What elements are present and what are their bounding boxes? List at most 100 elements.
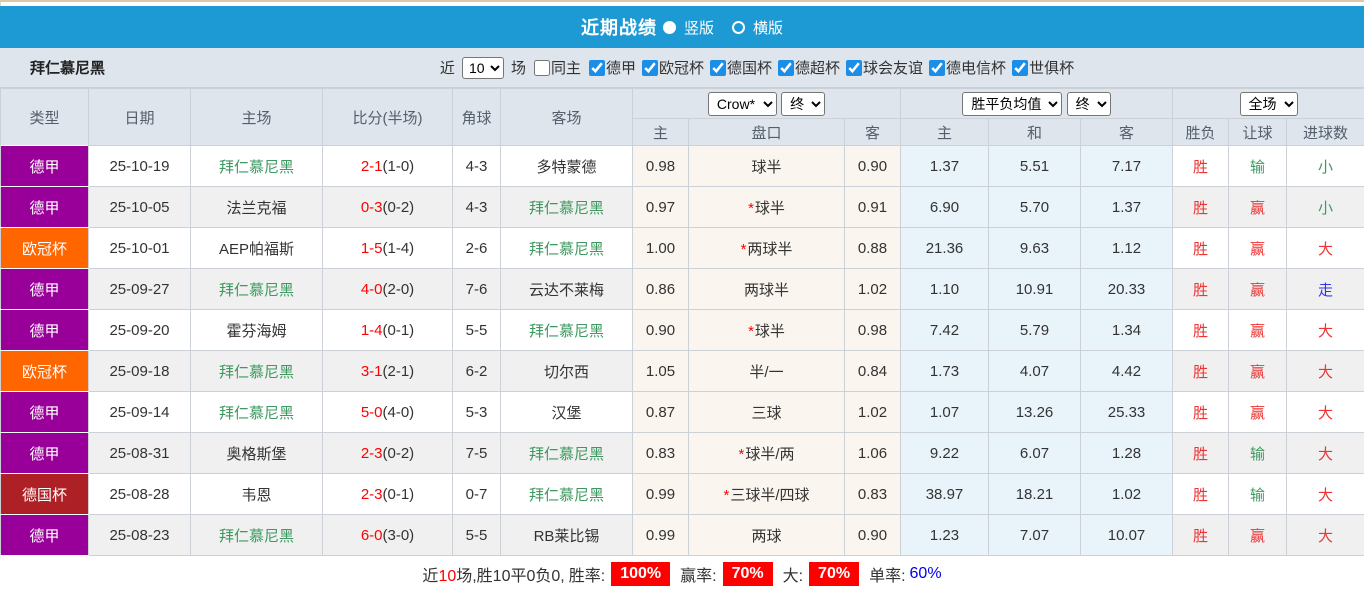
win-rate-badge: 100% bbox=[611, 561, 671, 586]
goal-count-cell: 大 bbox=[1286, 514, 1364, 556]
handicap-cell: 三球 bbox=[688, 391, 845, 433]
league-label: 欧冠杯 bbox=[658, 60, 704, 77]
let-goal-cell: 赢 bbox=[1228, 227, 1288, 269]
league-checkbox[interactable] bbox=[1012, 59, 1029, 76]
bookmaker-select[interactable]: Crow* bbox=[707, 91, 777, 116]
league-checkbox[interactable] bbox=[929, 59, 946, 76]
date-cell: 25-08-23 bbox=[88, 514, 191, 556]
bookmaker-select-group: Crow* 终 bbox=[632, 88, 901, 119]
league-option-球会友谊[interactable]: 球会友谊 bbox=[840, 57, 923, 78]
match-row: 德甲 25-09-20 霍芬海姆 1-4(0-1) 5-5 拜仁慕尼黑 0.90 *球半 0.9… bbox=[0, 309, 1364, 351]
results-table: 类型 日期 主场 比分(半场) 角球 客场 Crow* 终 胜平负均值 终 全场… bbox=[0, 88, 1364, 556]
avg-draw: 10.91 bbox=[988, 268, 1081, 310]
scope-select[interactable]: 全场 bbox=[1239, 91, 1298, 116]
home-team: 法兰克福 bbox=[190, 186, 323, 228]
corner-cell: 2-6 bbox=[452, 227, 501, 269]
odds-home: 0.99 bbox=[632, 473, 689, 515]
type-badge: 德甲 bbox=[0, 391, 89, 433]
goal-count-cell: 大 bbox=[1286, 473, 1364, 515]
horizontal-view-radio[interactable] bbox=[732, 20, 745, 34]
league-checkbox[interactable] bbox=[846, 59, 863, 76]
score-cell: 6-0(3-0) bbox=[322, 514, 453, 556]
odds-away: 0.83 bbox=[844, 473, 901, 515]
match-row: 德甲 25-08-31 奥格斯堡 2-3(0-2) 7-5 拜仁慕尼黑 0.83 *球半/两 1… bbox=[0, 432, 1364, 474]
avg-state-select[interactable]: 终 bbox=[1066, 91, 1111, 116]
goal-count-cell: 大 bbox=[1286, 350, 1364, 392]
odds-away: 0.88 bbox=[844, 227, 901, 269]
league-option-德电信杯[interactable]: 德电信杯 bbox=[923, 57, 1006, 78]
goal-count-cell: 小 bbox=[1286, 186, 1364, 228]
vertical-view-label[interactable]: 竖版 bbox=[683, 19, 714, 37]
league-option-德国杯[interactable]: 德国杯 bbox=[704, 57, 772, 78]
handicap-rate-label: 赢率: bbox=[680, 567, 717, 585]
league-option-世俱杯[interactable]: 世俱杯 bbox=[1006, 57, 1074, 78]
horizontal-view-label[interactable]: 横版 bbox=[753, 19, 784, 37]
bookmaker-state-select[interactable]: 终 bbox=[781, 91, 826, 116]
result-cell: 胜 bbox=[1172, 186, 1230, 228]
summary-mid: 场,胜10平0负0, bbox=[456, 567, 565, 585]
result-cell: 胜 bbox=[1172, 350, 1230, 392]
league-checkbox[interactable] bbox=[778, 59, 795, 76]
league-checkbox[interactable] bbox=[588, 59, 605, 76]
date-cell: 25-09-20 bbox=[88, 309, 191, 351]
goal-count-cell: 小 bbox=[1286, 145, 1364, 187]
away-team: 拜仁慕尼黑 bbox=[500, 473, 633, 515]
type-badge: 德国杯 bbox=[0, 473, 89, 515]
big-rate-badge: 70% bbox=[809, 561, 860, 586]
home-team: 拜仁慕尼黑 bbox=[190, 514, 323, 556]
handicap-cell: *两球半 bbox=[688, 227, 845, 269]
type-badge: 德甲 bbox=[0, 145, 89, 187]
odds-home: 0.83 bbox=[632, 432, 689, 474]
away-team: 多特蒙德 bbox=[500, 145, 633, 187]
score-cell: 5-0(4-0) bbox=[322, 391, 453, 433]
avg-select[interactable]: 胜平负均值 bbox=[962, 91, 1063, 116]
col-header-score: 比分(半场) bbox=[322, 88, 453, 146]
league-option-德超杯[interactable]: 德超杯 bbox=[772, 57, 840, 78]
col-header-handicap: 盘口 bbox=[688, 118, 845, 146]
date-cell: 25-10-19 bbox=[88, 145, 191, 187]
corner-cell: 7-6 bbox=[452, 268, 501, 310]
home-team: 霍芬海姆 bbox=[190, 309, 323, 351]
avg-draw: 6.07 bbox=[988, 432, 1081, 474]
let-goal-cell: 赢 bbox=[1228, 391, 1288, 433]
summary-prefix: 近 bbox=[422, 567, 439, 585]
league-option-德甲[interactable]: 德甲 bbox=[583, 57, 636, 78]
handicap-cell: 半/一 bbox=[688, 350, 845, 392]
avg-home: 1.37 bbox=[900, 145, 989, 187]
summary-bar: 近10场,胜10平0负0, 胜率: 100% 赢率: 70% 大: 70% 单率… bbox=[0, 556, 1364, 591]
filter-toolbar: 拜仁慕尼黑 近 10 场 同主 德甲 欧冠杯 德国杯 德超杯 球会友谊 德电信杯 世俱杯 bbox=[0, 48, 1364, 88]
same-home-checkbox[interactable] bbox=[533, 59, 550, 76]
avg-select-group: 胜平负均值 终 bbox=[899, 88, 1174, 119]
odds-home: 1.05 bbox=[632, 350, 689, 392]
avg-draw: 5.70 bbox=[988, 186, 1081, 228]
avg-home: 6.90 bbox=[900, 186, 989, 228]
handicap-cell: *球半/两 bbox=[688, 432, 845, 474]
same-home-label: 同主 bbox=[550, 60, 581, 77]
col-header-away: 客场 bbox=[500, 88, 633, 146]
avg-away: 1.02 bbox=[1079, 473, 1174, 515]
score-cell: 0-3(0-2) bbox=[322, 186, 453, 228]
same-home-option[interactable]: 同主 bbox=[528, 57, 581, 78]
goal-count-cell: 走 bbox=[1286, 268, 1364, 310]
handicap-cell: *球半 bbox=[688, 309, 845, 351]
page-title: 近期战绩 bbox=[580, 18, 657, 38]
league-option-欧冠杯[interactable]: 欧冠杯 bbox=[636, 57, 704, 78]
odds-away: 0.91 bbox=[844, 186, 901, 228]
col-header-result: 胜负 bbox=[1172, 118, 1230, 146]
odds-home: 0.98 bbox=[632, 145, 689, 187]
date-cell: 25-08-28 bbox=[88, 473, 191, 515]
match-count-select[interactable]: 10 bbox=[461, 56, 504, 79]
type-badge: 德甲 bbox=[0, 514, 89, 556]
avg-draw: 5.79 bbox=[988, 309, 1081, 351]
league-filter-group: 德甲 欧冠杯 德国杯 德超杯 球会友谊 德电信杯 世俱杯 bbox=[583, 57, 1074, 78]
score-cell: 3-1(2-1) bbox=[322, 350, 453, 392]
handicap-cell: 球半 bbox=[688, 145, 845, 187]
away-team: 切尔西 bbox=[500, 350, 633, 392]
avg-draw: 13.26 bbox=[988, 391, 1081, 433]
let-goal-cell: 赢 bbox=[1228, 268, 1288, 310]
vertical-view-radio[interactable] bbox=[662, 20, 676, 34]
league-label: 德甲 bbox=[605, 60, 636, 77]
league-checkbox[interactable] bbox=[710, 59, 726, 76]
goal-count-cell: 大 bbox=[1286, 309, 1364, 351]
league-checkbox[interactable] bbox=[641, 59, 658, 76]
